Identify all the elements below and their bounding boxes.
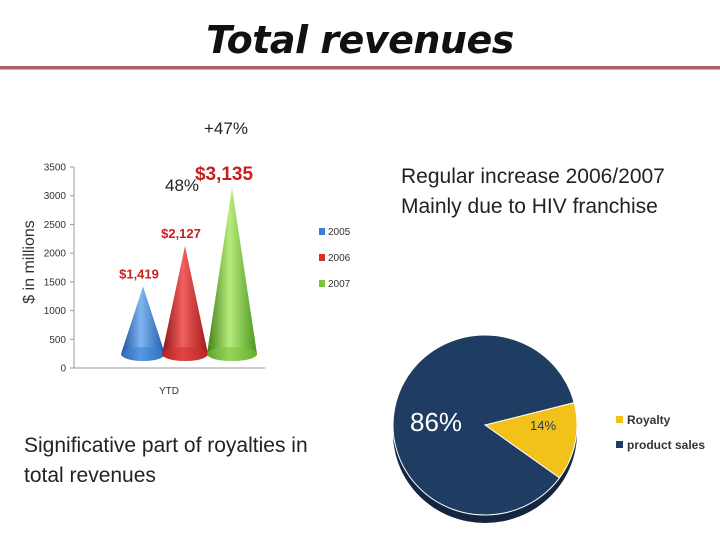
- data-label-2007: $3,135: [195, 164, 254, 185]
- y-tick-label: 3500: [44, 163, 67, 174]
- data-labels: $1,419 $2,127 $3,135: [119, 164, 253, 282]
- comment-line: total revenues: [24, 464, 156, 487]
- legend-swatch-2006: [319, 254, 325, 261]
- y-axis-label: $ in millions: [21, 220, 38, 304]
- data-label-2006: $2,127: [161, 226, 201, 241]
- growth-label-2006: 48%: [165, 176, 200, 195]
- cone-series: [121, 187, 257, 361]
- cone-base-2005: [121, 347, 165, 361]
- pie-legend-label-Royalty: Royalty: [627, 413, 671, 427]
- title-underline-light: [0, 69, 720, 70]
- x-axis-label: YTD: [159, 386, 179, 397]
- pie-slices: [392, 334, 578, 523]
- legend-label-2007: 2007: [328, 279, 351, 290]
- legend-label-2005: 2005: [328, 227, 351, 238]
- y-tick-label: 1500: [44, 277, 67, 288]
- y-tick-label: 0: [60, 364, 66, 375]
- pie-legend-swatch-Royalty: [616, 416, 623, 423]
- page-title: Total revenues: [206, 18, 514, 62]
- growth-label-2007: +47%: [204, 119, 248, 138]
- comment-royalties: Significative part of royalties in total…: [24, 431, 308, 491]
- title-underline: [0, 66, 720, 69]
- pie-legend-swatch-product-sales: [616, 441, 623, 448]
- legend-swatch-2005: [319, 228, 325, 235]
- legend-swatch-2007: [319, 280, 325, 287]
- revenue-split-pie: 86% 14% Royalty product sales: [392, 334, 705, 523]
- y-tick-label: 2000: [44, 249, 67, 260]
- cone-base-2007: [207, 347, 257, 361]
- cone-2007: [207, 187, 257, 361]
- pie-label-product-sales: 86%: [410, 407, 462, 437]
- y-tick-label: 3000: [44, 191, 67, 202]
- revenue-cone-chart: 0 500 1000 1500 2000 2500 3000 3500 $1,419 $2,12…: [21, 163, 351, 398]
- data-label-2005: $1,419: [119, 267, 159, 282]
- comment-line: Regular increase 2006/2007: [401, 165, 665, 188]
- pie-slice-product-sales: [392, 334, 575, 516]
- y-tick-label: 500: [49, 335, 66, 346]
- comment-line: Significative part of royalties in: [24, 434, 308, 457]
- legend-label-2006: 2006: [328, 253, 351, 264]
- cone-2006: [162, 245, 208, 361]
- y-axis: 0 500 1000 1500 2000 2500 3000 3500: [44, 163, 265, 375]
- cone-base-2006: [162, 347, 208, 361]
- comment-growth: Regular increase 2006/2007 Mainly due to…: [401, 162, 665, 222]
- pie-legend-label-product-sales: product sales: [627, 438, 705, 452]
- comment-line: Mainly due to HIV franchise: [401, 195, 658, 218]
- cone-2005: [121, 286, 165, 361]
- pie-legend: Royalty product sales: [616, 413, 705, 452]
- pie-label-royalty: 14%: [530, 418, 556, 433]
- pie-labels: 86% 14%: [410, 407, 556, 437]
- legend: 2005 2006 2007: [319, 227, 351, 290]
- y-tick-label: 2500: [44, 220, 67, 231]
- y-tick-label: 1000: [44, 306, 67, 317]
- pie-slice-Royalty: [483, 402, 578, 479]
